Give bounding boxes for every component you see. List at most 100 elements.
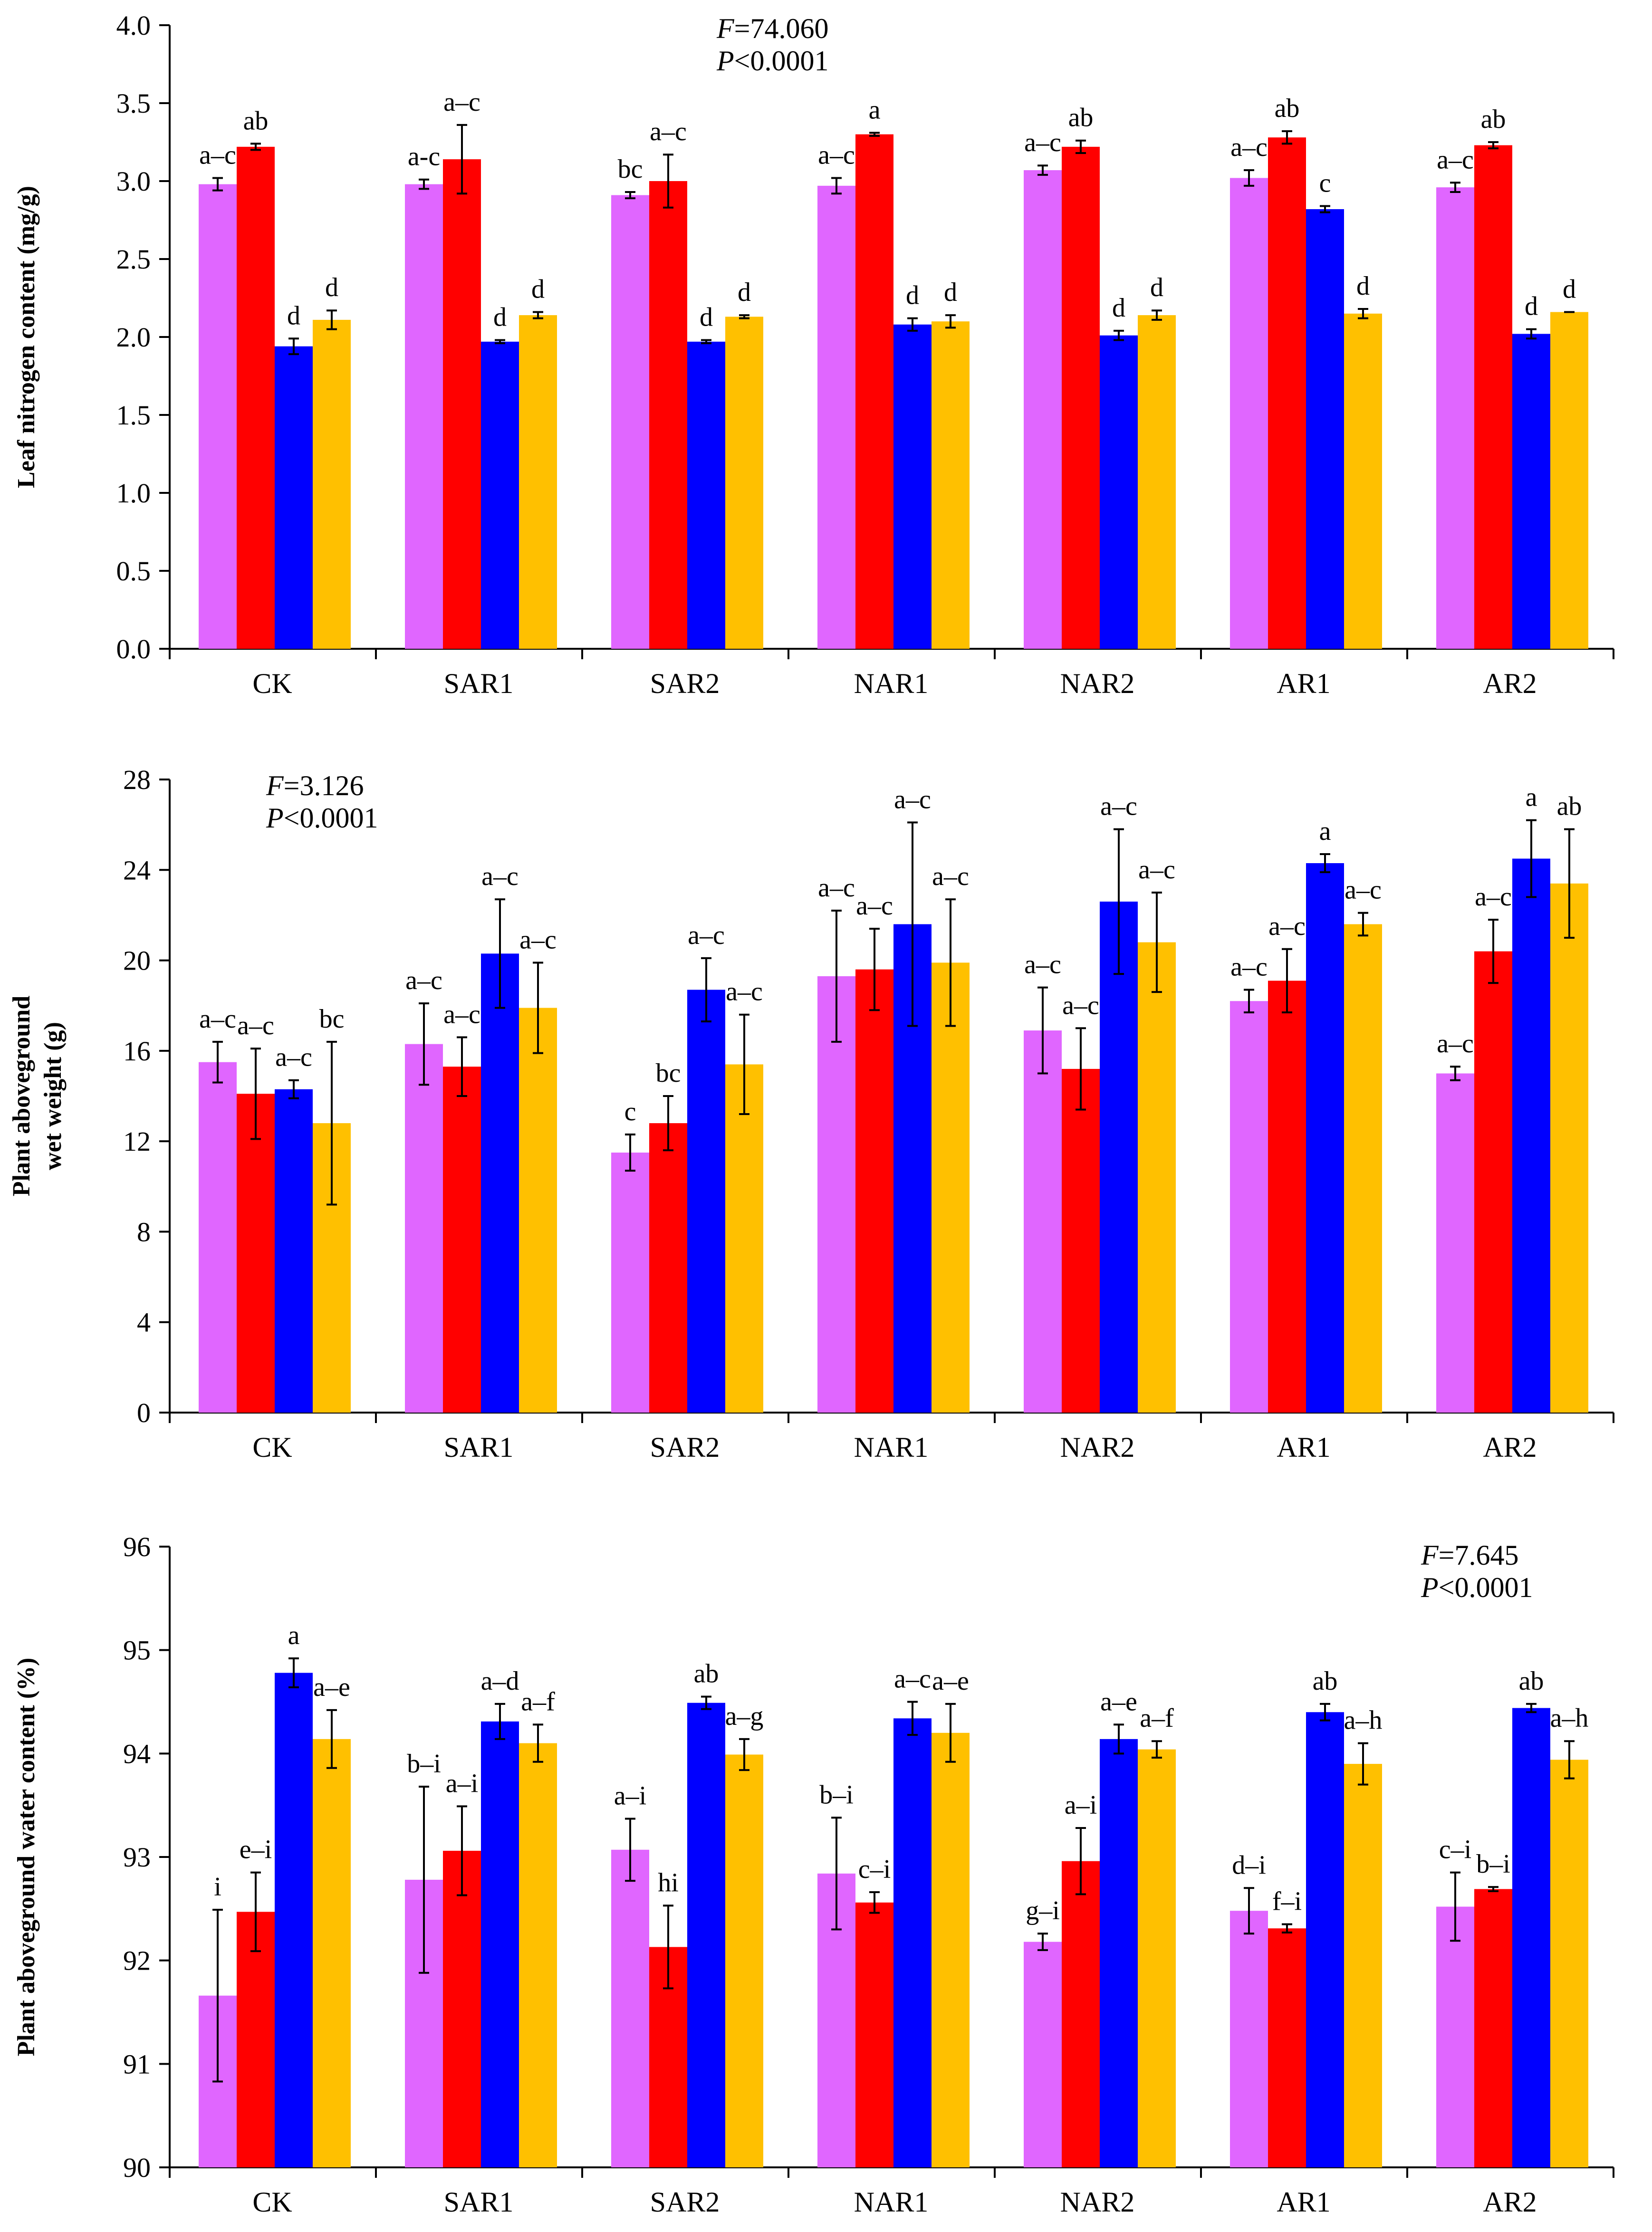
significance-letter: a–c	[481, 862, 519, 891]
y-axis-label-line: wet weight (g)	[39, 1022, 67, 1170]
x-tick-label: AR1	[1277, 2186, 1330, 2218]
bar	[1512, 334, 1550, 649]
significance-letter: e–i	[240, 1835, 272, 1865]
bar	[855, 1902, 893, 2167]
bar	[1100, 335, 1138, 649]
bar	[519, 1743, 557, 2167]
bar	[1100, 901, 1138, 1413]
bar	[1436, 187, 1474, 649]
significance-letter: c–i	[1439, 1835, 1471, 1865]
significance-letter: g–i	[1026, 1896, 1060, 1925]
bar	[237, 1912, 275, 2167]
bar	[405, 184, 443, 649]
x-tick-label: NAR2	[1060, 2186, 1135, 2218]
stat-symbol: P	[716, 45, 734, 77]
significance-letter: a–d	[481, 1666, 519, 1696]
stat-value: =7.645	[1439, 1539, 1519, 1571]
significance-letter: a-c	[408, 142, 440, 172]
significance-letter: a–c	[519, 925, 557, 954]
significance-letter: a–c	[1230, 952, 1268, 981]
y-tick-label: 24	[123, 855, 151, 885]
y-axis-label: Plant aboveground wet weight (g)	[8, 996, 67, 1196]
y-tick-label: 8	[137, 1216, 151, 1247]
x-tick-label: AR2	[1483, 2186, 1537, 2218]
bar	[725, 1064, 763, 1413]
stat-symbol: F	[1421, 1539, 1439, 1571]
significance-letter: ab	[243, 106, 269, 135]
bar	[1024, 170, 1062, 649]
significance-letter: ab	[1275, 94, 1300, 123]
significance-letter: a	[1319, 817, 1331, 846]
x-tick-label: AR2	[1483, 668, 1537, 699]
significance-letter: d–i	[1232, 1850, 1266, 1880]
bar	[1436, 1906, 1474, 2167]
bar	[893, 324, 932, 649]
y-tick-label: 2.5	[116, 244, 151, 275]
bar	[443, 159, 481, 649]
stat-symbol: P	[266, 802, 284, 834]
y-axis-label-line: Leaf nitrogen content (mg/g)	[13, 186, 40, 488]
bar	[1306, 863, 1344, 1413]
x-tick-label: NAR2	[1060, 1432, 1135, 1463]
x-tick-label: NAR1	[854, 1432, 929, 1463]
y-tick-label: 0.0	[116, 634, 151, 664]
x-tick-label: NAR2	[1060, 668, 1135, 699]
significance-letter: f–i	[1272, 1886, 1302, 1916]
bar	[1230, 1911, 1268, 2167]
bar	[1512, 1708, 1550, 2167]
bar	[481, 1721, 519, 2167]
bar	[855, 969, 893, 1413]
bar	[275, 1089, 313, 1413]
bar	[1138, 315, 1176, 649]
bar	[1474, 951, 1512, 1413]
significance-letter: d	[1356, 271, 1370, 301]
bar	[237, 1094, 275, 1413]
y-tick-label: 2.0	[116, 322, 151, 353]
stat-annotation: F=74.060 P<0.0001	[716, 13, 829, 77]
bar	[1550, 1760, 1588, 2167]
bar	[817, 976, 855, 1413]
bar	[313, 1739, 351, 2167]
significance-letter: a–c	[1024, 950, 1061, 980]
y-axis-label: Leaf nitrogen content (mg/g)	[13, 186, 40, 488]
stat-annotation: F=7.645 P<0.0001	[1421, 1539, 1533, 1603]
bar	[1062, 1861, 1100, 2167]
x-tick-label: AR1	[1277, 668, 1330, 699]
significance-letter: a–h	[1550, 1703, 1589, 1733]
bar	[893, 1718, 932, 2167]
significance-letter: d	[906, 281, 919, 310]
significance-letter: a–c	[237, 1011, 274, 1040]
bar	[1436, 1073, 1474, 1413]
bar	[687, 1703, 725, 2167]
y-axis-label: Plant aboveground water content (%)	[13, 1658, 40, 2057]
significance-letter: d	[944, 278, 957, 307]
panel-leaf-nitrogen: 0.0 0.5 1.0 1.5 2.0 2.5 3.0 3.5 4.0 CK SAR1 SAR2 NAR…	[13, 10, 1614, 699]
bar	[1474, 145, 1512, 649]
y-tick-label: 20	[123, 945, 151, 976]
y-tick-label: 1.0	[116, 478, 151, 509]
bar	[725, 1754, 763, 2167]
significance-letter: a–c	[443, 87, 480, 117]
bar	[1268, 1928, 1306, 2167]
significance-letter: d	[1525, 292, 1538, 321]
y-tick-label: 91	[123, 2049, 151, 2079]
significance-letter: a–c	[405, 966, 442, 995]
bar	[1062, 146, 1100, 649]
y-tick-label: 16	[123, 1036, 151, 1067]
significance-letter: ab	[1481, 105, 1506, 134]
bar	[611, 1849, 649, 2167]
bar	[687, 341, 725, 649]
significance-letter: a–i	[614, 1781, 646, 1810]
bar	[1062, 1068, 1100, 1413]
x-tick-label: CK	[252, 668, 292, 699]
significance-letter: a–c	[688, 921, 725, 950]
significance-letter: d	[493, 303, 507, 332]
y-tick-label: 93	[123, 1842, 151, 1873]
bar	[199, 184, 237, 649]
significance-letter: d	[325, 273, 338, 302]
bar	[1474, 1889, 1512, 2167]
significance-letter: ab	[1519, 1666, 1544, 1696]
significance-letter: a–i	[446, 1769, 478, 1798]
significance-letter: a–f	[1140, 1703, 1174, 1733]
